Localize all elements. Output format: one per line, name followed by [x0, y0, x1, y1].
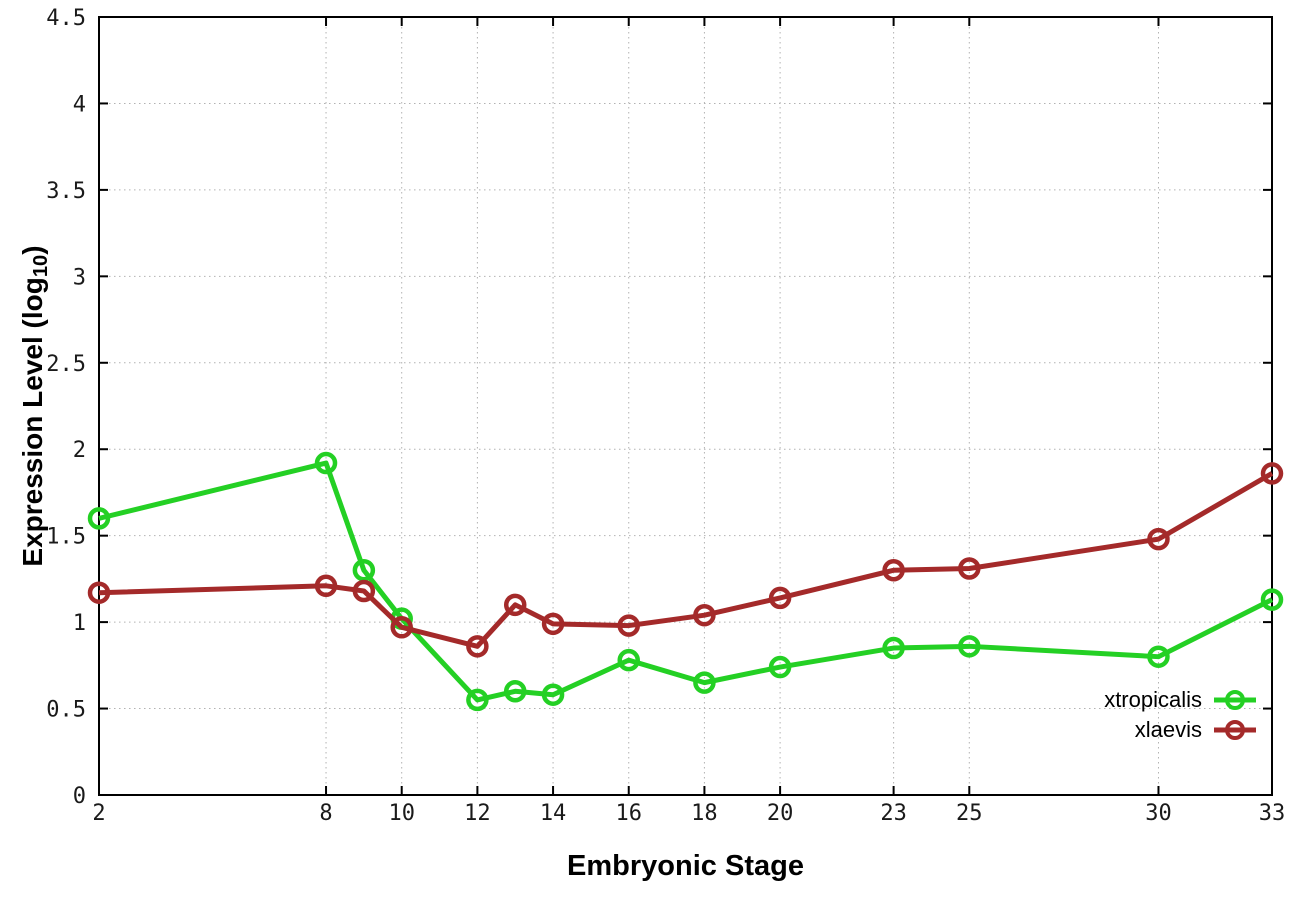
series-line-xlaevis	[98, 471, 1274, 649]
data-point-xtropicalis	[314, 451, 338, 475]
data-point-xtropicalis	[503, 680, 527, 703]
x-axis-title: Embryonic Stage	[567, 850, 804, 882]
data-point-xlaevis	[1260, 462, 1284, 485]
y-tick-label: 2	[73, 438, 86, 463]
y-tick-label: 3.5	[46, 179, 86, 204]
tick-labels: 0 0.5 1 1.5 2 2.5 3 3.5 4 4.5 2 8 10 12 14 16 18 20 23 25 30…	[46, 6, 1285, 826]
x-tick-label: 10	[388, 801, 415, 826]
data-point-xlaevis	[693, 603, 716, 627]
data-point-xtropicalis	[882, 636, 905, 660]
data-point-xtropicalis	[617, 648, 640, 672]
y-axis-title-close: )	[17, 245, 48, 255]
y-axis-title-subscript: 10	[30, 254, 53, 278]
data-point-xtropicalis	[958, 635, 981, 658]
data-point-xtropicalis	[352, 558, 376, 582]
data-point-xlaevis	[541, 612, 565, 636]
series-xtropicalis	[87, 451, 1284, 712]
x-tick-label: 16	[615, 801, 642, 826]
data-point-xlaevis	[352, 579, 376, 603]
legend-item-xlaevis: xlaevis	[1135, 715, 1258, 745]
x-tick-label: 23	[880, 801, 907, 826]
x-tick-label: 25	[956, 801, 983, 826]
x-tick-label: 2	[92, 801, 105, 826]
y-tick-label: 4	[73, 92, 86, 117]
gridlines	[99, 17, 1272, 795]
data-point-xlaevis	[314, 574, 338, 598]
data-point-xlaevis	[87, 581, 111, 604]
data-point-xlaevis	[390, 616, 413, 639]
y-tick-label: 3	[73, 265, 86, 290]
data-point-xtropicalis	[768, 655, 792, 679]
data-point-xlaevis	[617, 614, 640, 637]
legend-label-xtropicalis: xtropicalis	[1104, 687, 1202, 712]
x-tick-label: 18	[691, 801, 718, 826]
x-tick-label: 33	[1259, 801, 1286, 826]
data-point-xtropicalis	[1147, 645, 1170, 668]
y-tick-label: 0.5	[46, 698, 86, 723]
x-tick-label: 20	[767, 801, 794, 826]
series-xlaevis	[87, 462, 1284, 658]
y-tick-label: 2.5	[46, 352, 86, 377]
data-point-xlaevis	[503, 593, 527, 617]
data-point-xtropicalis	[693, 671, 716, 694]
y-axis-title: Expression Level (log10)	[17, 245, 53, 567]
tick-marks	[98, 16, 1273, 796]
legend-item-xtropicalis: xtropicalis	[1104, 685, 1258, 715]
legend-sample-circle	[1225, 720, 1245, 740]
series-line-xtropicalis	[98, 460, 1274, 703]
legend-label-xlaevis: xlaevis	[1134, 717, 1202, 742]
y-tick-label: 4.5	[46, 6, 86, 31]
legend-sample-circle	[1225, 690, 1245, 710]
data-point-xlaevis	[768, 586, 792, 610]
plot-border	[98, 16, 1273, 796]
x-tick-label: 12	[464, 801, 491, 826]
data-point-xlaevis	[958, 557, 981, 580]
x-tick-label: 30	[1145, 801, 1172, 826]
data-point-xlaevis	[882, 558, 905, 582]
y-tick-label: 1	[73, 611, 86, 636]
data-point-xlaevis	[1147, 527, 1170, 551]
series-marker-icon	[1214, 690, 1256, 710]
data-point-xtropicalis	[541, 683, 565, 706]
data-point-xtropicalis	[466, 688, 489, 712]
data-point-xlaevis	[466, 635, 489, 658]
legend: xtropicalis xlaevis	[1104, 685, 1258, 745]
data-point-xtropicalis	[1260, 588, 1284, 611]
data-point-xtropicalis	[87, 507, 111, 530]
series-marker-icon	[1214, 720, 1256, 740]
x-tick-label: 14	[540, 801, 567, 826]
y-tick-label: 1.5	[46, 525, 86, 550]
x-tick-label: 8	[319, 801, 332, 826]
y-axis-title-text: Expression Level (log	[17, 277, 48, 567]
y-tick-label: 0	[73, 784, 86, 809]
